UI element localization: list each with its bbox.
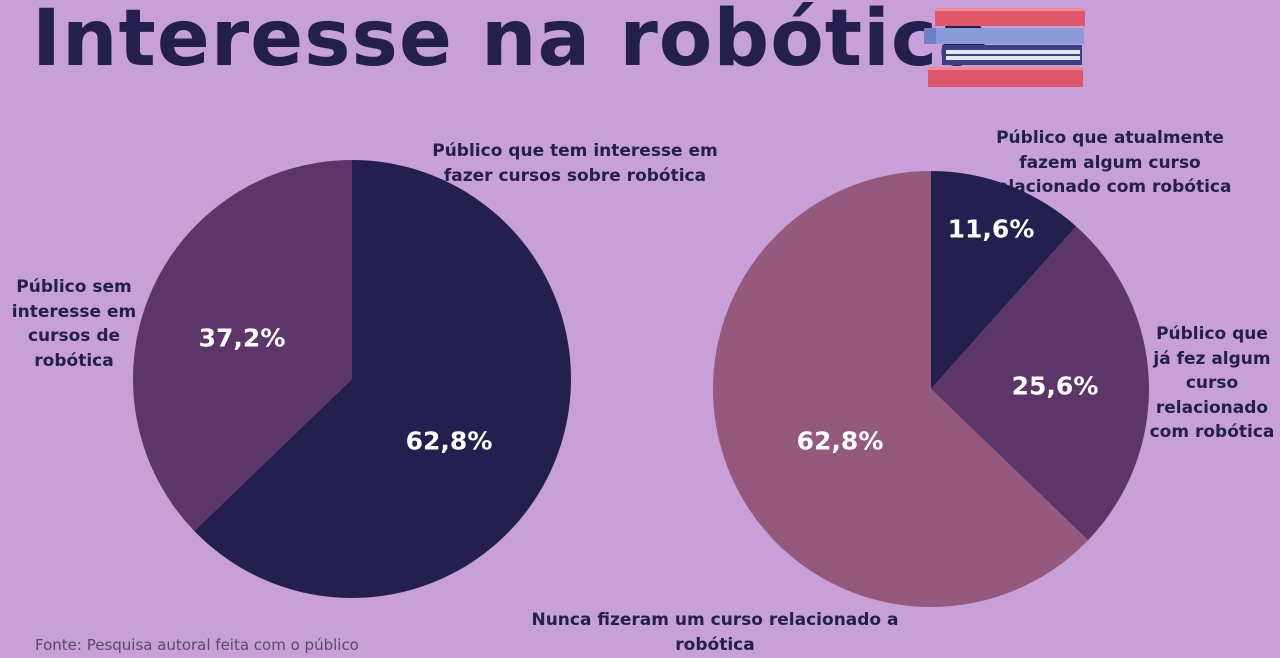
pie1-slice-1 xyxy=(194,160,571,598)
legend-label-currently-taking: Público que atualmente fazem algum curso… xyxy=(988,128,1232,197)
pie1-slice-label-not-interested: 37,2% xyxy=(198,323,286,353)
source-note: Fonte: Pesquisa autoral feita com o públ… xyxy=(35,636,359,654)
legend-label-not-interested: Público sem interesse em cursos de robót… xyxy=(11,277,137,371)
pie2-slice-label-already: 25,6% xyxy=(1011,371,1099,401)
pie2-slice-2 xyxy=(931,226,1149,541)
legend-label-interested: Público que tem interesse em fazer curso… xyxy=(432,141,718,186)
legend-label-already-took: Público que já fez algum curso relaciona… xyxy=(1149,324,1275,442)
pie1-slice-label-interested: 62,8% xyxy=(405,426,493,456)
pie2-slice-label-never: 62,8% xyxy=(796,426,884,456)
page-title: Interesse na robótica xyxy=(32,0,992,84)
legend-label-never-took: Nunca fizeram um curso relacionado a rob… xyxy=(531,610,899,655)
pie2-slice-label-current: 11,6% xyxy=(947,214,1035,244)
pie2-slice-1 xyxy=(931,171,1077,389)
pie2-slice-3 xyxy=(713,170,1089,607)
pie1-slice-2 xyxy=(132,160,352,531)
books-icon xyxy=(924,8,1085,87)
